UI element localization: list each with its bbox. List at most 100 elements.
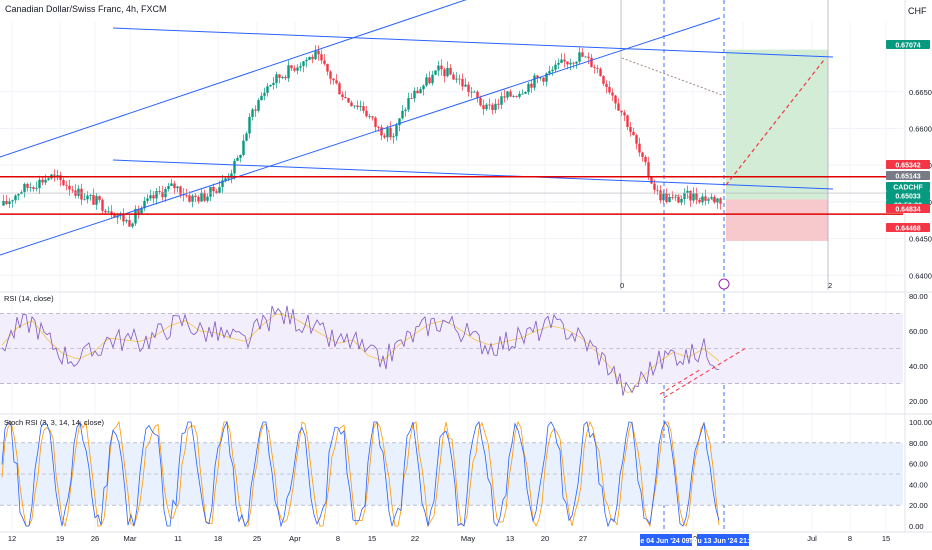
candle-body (194, 195, 197, 197)
candle-body (392, 136, 395, 138)
candle-body (713, 196, 716, 203)
candle-body (170, 183, 173, 187)
rsi-tick: 60.00 (909, 327, 928, 336)
candle-body (233, 160, 236, 174)
candle-body (41, 179, 44, 183)
rsi-title: RSI (14, close) (4, 294, 54, 303)
candle-body (395, 125, 398, 137)
candle-body (590, 57, 593, 68)
lower-trendline (112, 159, 834, 190)
candle-body (65, 185, 68, 186)
trend-drawings (0, 0, 903, 532)
candle-body (653, 183, 656, 190)
candle-body (407, 98, 410, 110)
candle-body (53, 174, 56, 176)
candle-body (524, 91, 527, 94)
candle-body (635, 135, 638, 144)
candle-body (518, 93, 521, 97)
candle-body (386, 127, 389, 138)
candle-body (32, 187, 35, 189)
candle-body (149, 195, 152, 199)
candle-body (239, 154, 242, 158)
candle-body (527, 83, 530, 92)
candle-body (179, 186, 182, 195)
candle-body (659, 190, 662, 201)
candle-body (314, 50, 317, 60)
candle-body (611, 92, 614, 96)
candle-body (572, 62, 575, 64)
time-tick: 22 (411, 534, 419, 543)
candle-body (548, 71, 551, 74)
candle-body (575, 61, 578, 64)
stoch-tick: 0.00 (909, 522, 924, 531)
candle-body (434, 70, 437, 75)
time-tick: 8 (848, 534, 852, 543)
candle-body (485, 104, 488, 110)
candle-body (122, 214, 125, 222)
candle-body (695, 193, 698, 200)
candle-body (398, 118, 401, 126)
candle-body (515, 96, 518, 97)
candle-body (272, 82, 275, 85)
candle-body (308, 56, 311, 60)
candle-body (176, 186, 179, 189)
currency-label[interactable]: CHF (908, 6, 927, 16)
stoch-rsi-title: Stoch RSI (3, 3, 14, 14, close) (4, 418, 105, 427)
time-tick: Apr (289, 534, 301, 543)
candle-body (671, 197, 674, 198)
candle-body (92, 195, 95, 205)
time-tick: 15 (368, 534, 376, 543)
candle-body (356, 105, 359, 108)
candle-body (479, 97, 482, 106)
time-tick: 8 (336, 534, 340, 543)
candle-body (431, 74, 434, 84)
price-badge-label: 0.67074 (895, 43, 920, 50)
candle-body (410, 98, 413, 99)
candle-body (254, 109, 257, 111)
candle-body (59, 175, 62, 180)
candle-body (323, 60, 326, 64)
candle-body (278, 74, 281, 78)
candle-body (599, 68, 602, 77)
flash-marker (718, 278, 730, 290)
candle-body (26, 183, 29, 188)
candle-body (416, 90, 419, 94)
target-projection (725, 59, 825, 186)
time-tick: 11 (174, 534, 182, 543)
descending-trendline (112, 27, 834, 58)
time-tick: 26 (91, 534, 99, 543)
candle-body (287, 65, 290, 79)
candle-body (608, 86, 611, 93)
candle-body (338, 83, 341, 95)
candle-body (464, 84, 467, 87)
time-tick: Jul (807, 534, 817, 543)
price-badge (886, 191, 930, 200)
dotted-projection (621, 57, 723, 96)
candle-body (305, 59, 308, 62)
candle-body (332, 78, 335, 81)
candle-body (614, 95, 617, 104)
candle-body (581, 52, 584, 57)
candle-body (482, 105, 485, 110)
candle-body (650, 176, 653, 184)
candle-body (146, 198, 149, 201)
candle-body (17, 194, 20, 196)
candle-body (158, 191, 161, 193)
candle-body (203, 192, 206, 201)
stoch-k-line (1, 420, 720, 528)
price-candles (2, 45, 722, 229)
target-zone (726, 49, 828, 200)
candle-body (221, 180, 224, 188)
candle-body (674, 196, 677, 198)
candle-body (566, 61, 569, 65)
candle-body (71, 189, 74, 191)
candle-body (110, 211, 113, 215)
candle-body (563, 59, 566, 62)
candle-body (8, 201, 11, 204)
candle-body (236, 157, 239, 161)
price-badge (886, 40, 930, 49)
candle-body (641, 152, 644, 157)
